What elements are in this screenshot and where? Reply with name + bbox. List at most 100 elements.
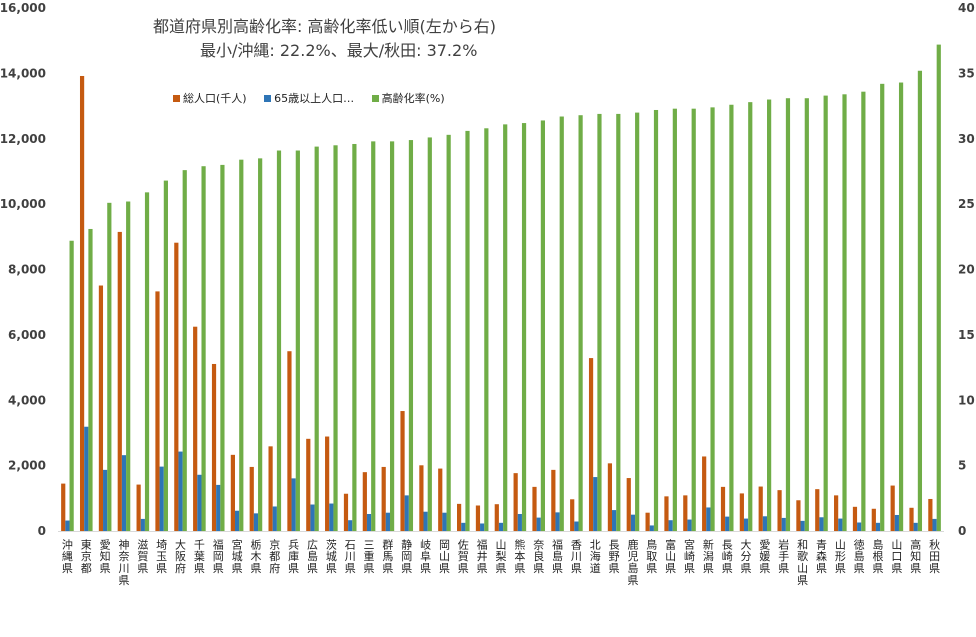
bar-series-2 bbox=[352, 143, 357, 532]
bar-series-1 bbox=[894, 514, 899, 531]
bar-series-1 bbox=[121, 455, 127, 531]
legend-label-aging-rate: 高齢化率(%) bbox=[381, 92, 445, 105]
x-tick-label: 佐賀県 bbox=[458, 537, 469, 575]
bar-series-0 bbox=[419, 465, 424, 531]
bar-series-2 bbox=[446, 134, 451, 531]
bar-series-1 bbox=[857, 522, 862, 531]
x-tick-label: 宮崎県 bbox=[684, 537, 695, 575]
bar-series-0 bbox=[306, 438, 311, 531]
bar-series-2 bbox=[503, 124, 508, 532]
x-tick-label: 福島県 bbox=[552, 537, 563, 575]
y-right-tick-label: 15 bbox=[958, 328, 975, 342]
bar-series-0 bbox=[155, 291, 160, 531]
bar-series-0 bbox=[61, 483, 66, 531]
bar-series-2 bbox=[371, 141, 376, 531]
bar-series-0 bbox=[457, 503, 462, 531]
bar-series-2 bbox=[314, 146, 319, 531]
x-tick-label: 栃木県 bbox=[250, 537, 261, 575]
y-right-tick-label: 0 bbox=[958, 524, 966, 538]
bar-series-2 bbox=[126, 201, 131, 531]
bar-series-1 bbox=[743, 518, 749, 531]
bar-series-0 bbox=[551, 469, 556, 531]
bar-series-2 bbox=[578, 115, 583, 532]
y-right-tick-label: 5 bbox=[958, 459, 966, 473]
legend-swatch-population bbox=[173, 95, 180, 102]
legend: 総人口(千人) 65歳以上人口… 高齢化率(%) bbox=[173, 90, 459, 106]
x-tick-label: 福岡県 bbox=[213, 537, 224, 575]
x-tick-label: 滋賀県 bbox=[137, 538, 148, 575]
bar-series-2 bbox=[201, 166, 206, 531]
bar-series-1 bbox=[913, 522, 918, 531]
y-left-tick-label: 10,000 bbox=[0, 197, 46, 211]
bar-series-1 bbox=[838, 518, 843, 531]
y-left-tick-label: 0 bbox=[38, 524, 46, 538]
bar-series-0 bbox=[607, 463, 613, 531]
bar-series-1 bbox=[668, 520, 673, 531]
y-left-tick-label: 4,000 bbox=[8, 393, 46, 407]
bar-series-2 bbox=[691, 108, 696, 532]
bar-series-2 bbox=[295, 150, 300, 531]
bar-series-0 bbox=[513, 473, 518, 531]
bar-series-1 bbox=[103, 469, 108, 531]
bar-series-1 bbox=[65, 520, 70, 531]
x-tick-label: 長崎県 bbox=[722, 538, 733, 575]
bar-series-0 bbox=[494, 504, 499, 531]
legend-swatch-elderly bbox=[264, 95, 272, 102]
x-tick-label: 香川県 bbox=[571, 538, 582, 575]
bar-series-2 bbox=[635, 112, 640, 531]
bar-series-1 bbox=[517, 514, 522, 531]
bar-series-1 bbox=[234, 510, 240, 531]
x-tick-label: 福井県 bbox=[477, 537, 488, 575]
x-tick-label: 岩手県 bbox=[778, 537, 789, 575]
bar-series-2 bbox=[898, 82, 904, 531]
bar-series-2 bbox=[767, 99, 772, 531]
x-tick-label: 熊本県 bbox=[514, 537, 525, 575]
x-tick-label: 富山県 bbox=[665, 537, 676, 575]
bar-series-0 bbox=[928, 498, 933, 531]
y-right-tick-label: 40 bbox=[958, 1, 975, 15]
bar-series-2 bbox=[276, 150, 282, 531]
bar-series-0 bbox=[570, 499, 575, 531]
bar-series-0 bbox=[475, 505, 481, 531]
bar-series-1 bbox=[329, 503, 334, 531]
bar-series-1 bbox=[498, 522, 504, 531]
bar-series-1 bbox=[423, 511, 428, 531]
bar-series-2 bbox=[144, 192, 150, 532]
bar-series-0 bbox=[777, 490, 782, 531]
y-left-tick-label: 6,000 bbox=[8, 328, 46, 342]
bar-series-0 bbox=[193, 326, 198, 531]
bar-series-2 bbox=[484, 128, 489, 532]
bar-series-2 bbox=[540, 120, 545, 531]
bar-series-2 bbox=[917, 70, 923, 531]
bar-series-1 bbox=[612, 510, 617, 531]
bar-series-1 bbox=[536, 517, 541, 531]
bar-series-1 bbox=[725, 516, 730, 531]
bar-series-0 bbox=[852, 506, 858, 531]
x-tick-label: 三重県 bbox=[364, 538, 375, 575]
bar-series-2 bbox=[710, 107, 715, 532]
bar-series-2 bbox=[333, 145, 338, 532]
x-tick-label: 石川県 bbox=[345, 538, 356, 575]
bar-series-1 bbox=[706, 507, 711, 531]
bar-series-0 bbox=[400, 411, 405, 531]
bar-series-2 bbox=[107, 202, 112, 531]
bar-series-1 bbox=[687, 519, 692, 531]
x-tick-label: 宮城県 bbox=[232, 537, 243, 575]
bar-series-2 bbox=[239, 159, 244, 532]
x-tick-label: 山梨県 bbox=[496, 538, 507, 575]
bar-series-0 bbox=[890, 485, 895, 531]
bar-series-2 bbox=[465, 130, 470, 531]
bar-series-2 bbox=[861, 91, 866, 532]
x-tick-label: 東京都 bbox=[81, 538, 92, 575]
bar-series-0 bbox=[287, 351, 292, 531]
bar-series-1 bbox=[649, 525, 654, 531]
y-right-tick-label: 10 bbox=[958, 393, 975, 407]
y-left-tick-label: 14,000 bbox=[0, 66, 46, 80]
bar-series-0 bbox=[249, 466, 254, 531]
bar-series-1 bbox=[348, 520, 353, 531]
bar-series-0 bbox=[174, 242, 179, 531]
x-tick-label: 沖縄県 bbox=[62, 538, 73, 575]
x-tick-label: 大分県 bbox=[741, 537, 752, 575]
bar-series-1 bbox=[781, 517, 786, 531]
